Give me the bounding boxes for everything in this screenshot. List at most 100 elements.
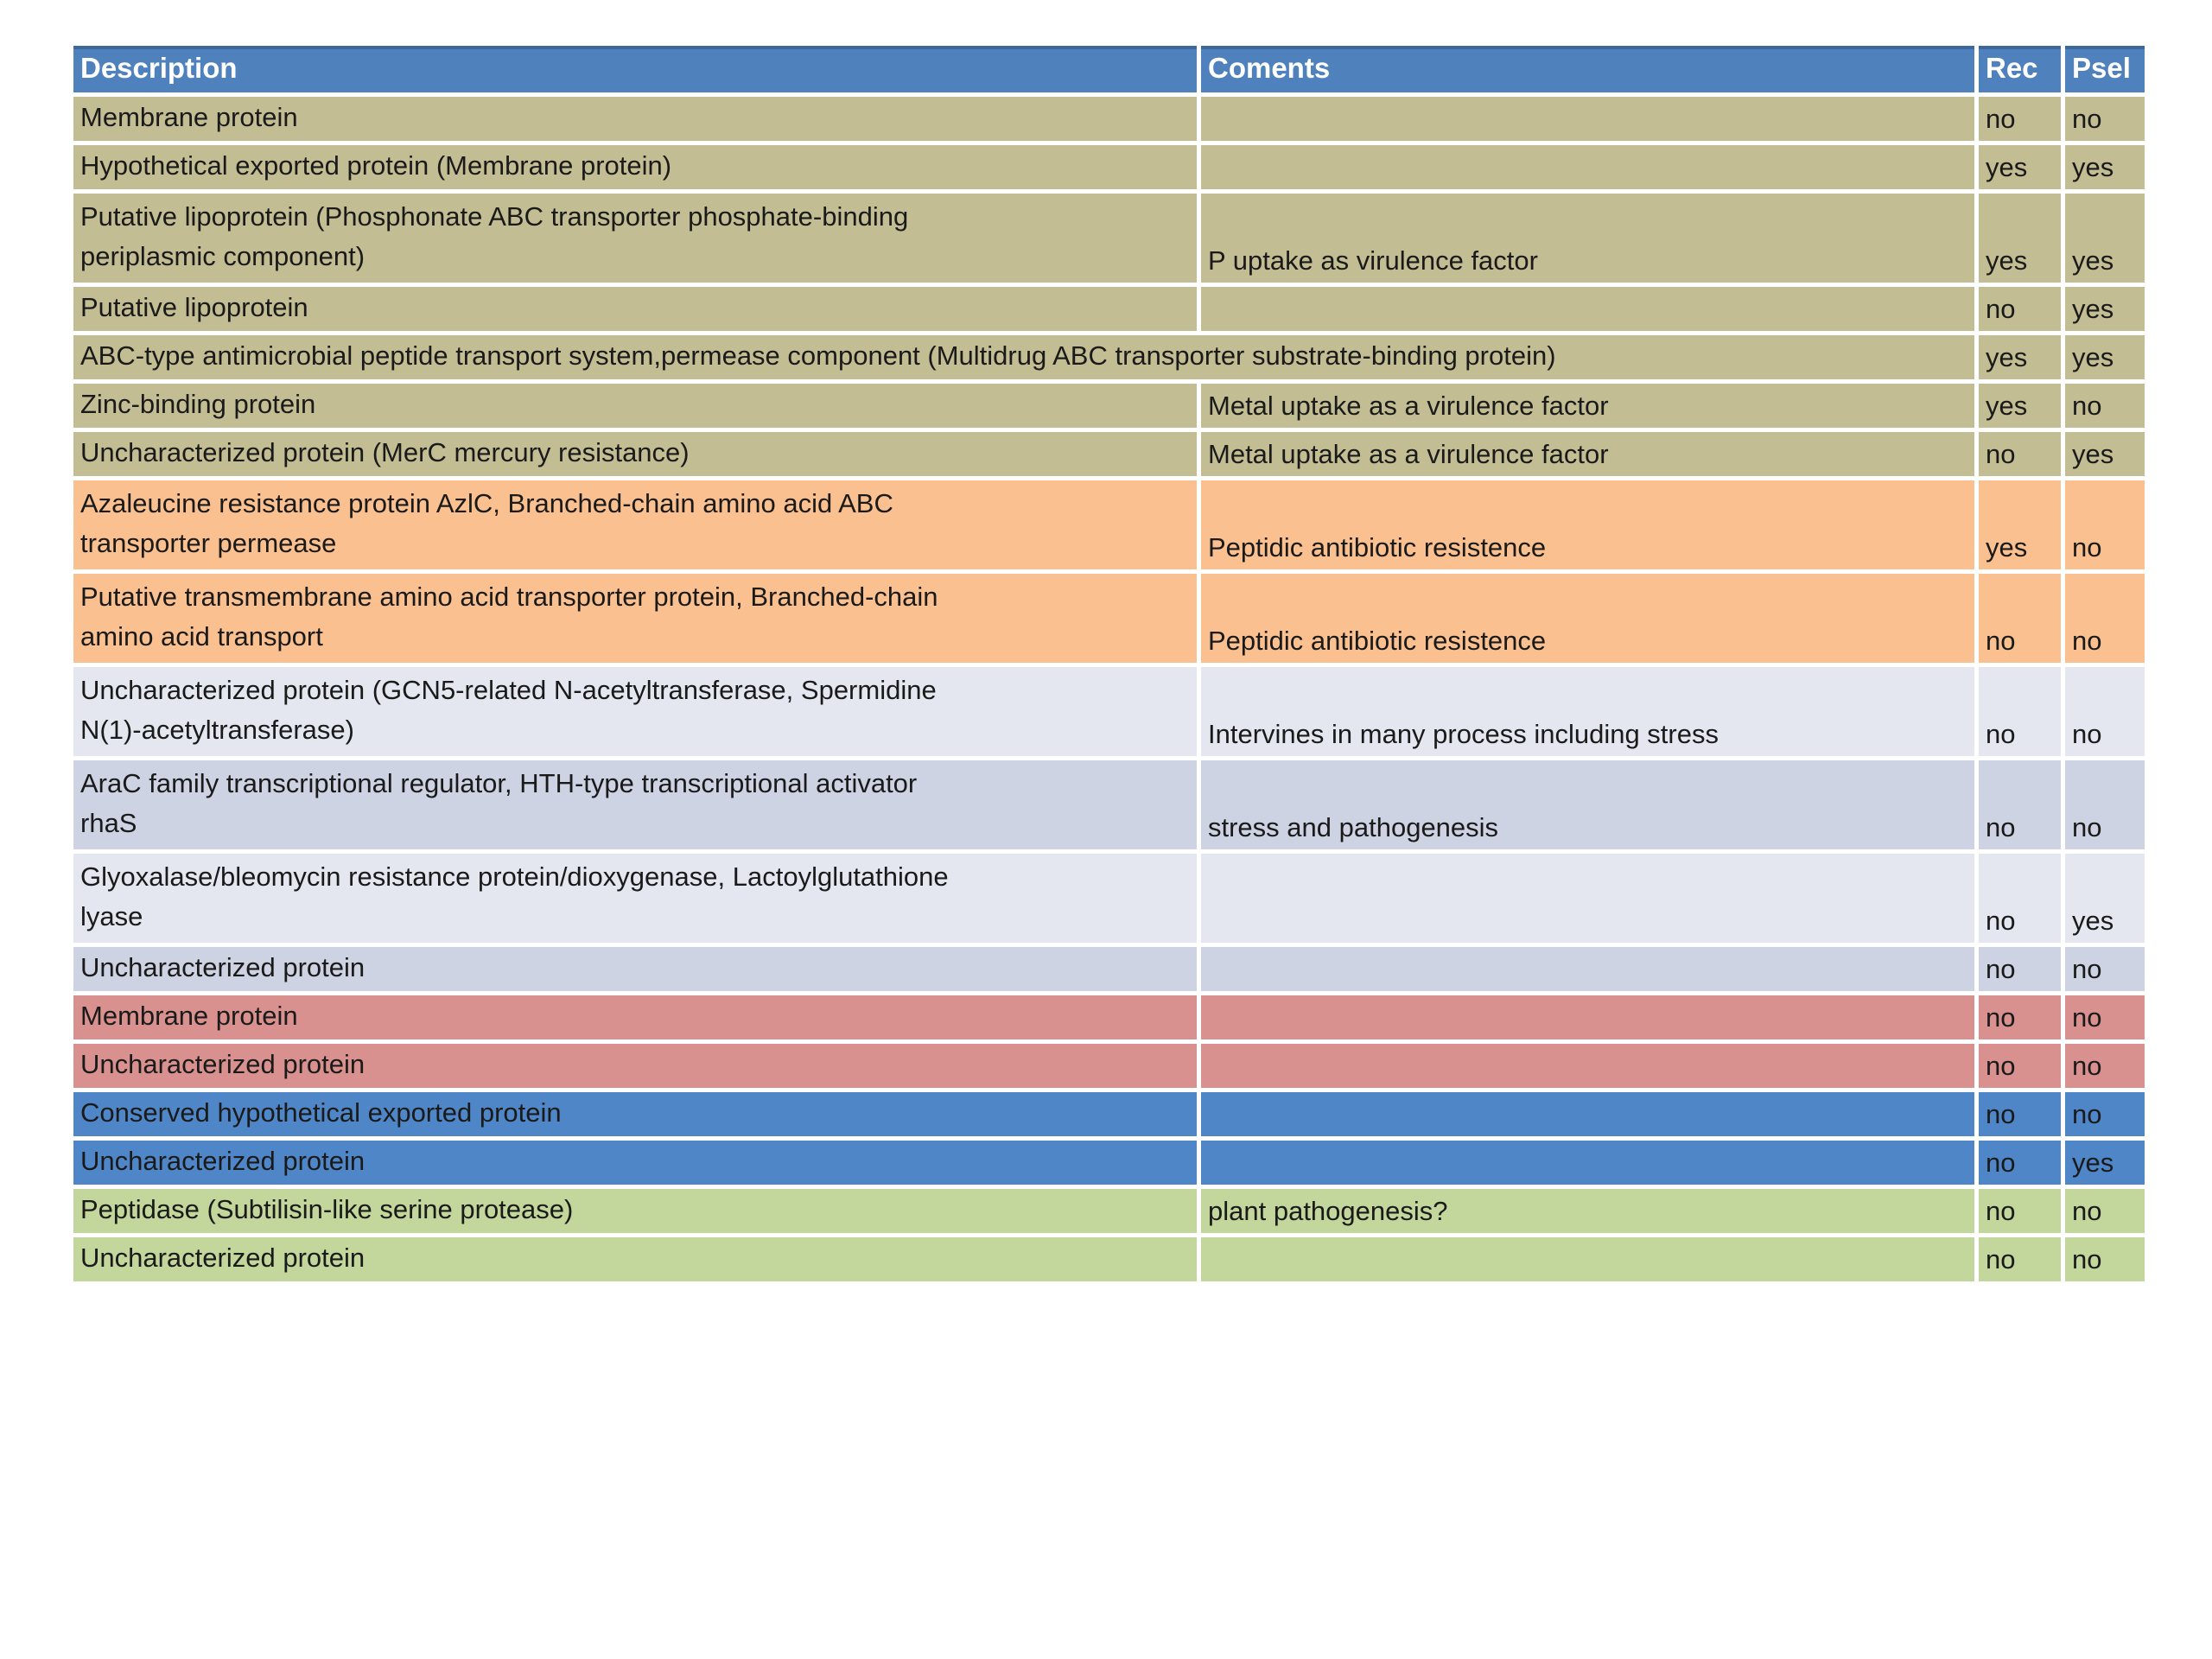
- psel-cell: no: [2065, 1237, 2145, 1281]
- comment-cell: [1201, 995, 1974, 1039]
- comment-cell: [1201, 854, 1974, 943]
- rec-cell: yes: [1979, 145, 2061, 189]
- rec-cell: no: [1979, 1092, 2061, 1136]
- psel-cell: yes: [2065, 287, 2145, 331]
- description-cell: Azaleucine resistance protein AzlC, Bran…: [73, 480, 1197, 569]
- rec-cell: yes: [1979, 194, 2061, 283]
- rec-cell: yes: [1979, 384, 2061, 428]
- rec-cell: no: [1979, 947, 2061, 991]
- table-row: Putative transmembrane amino acid transp…: [73, 574, 2145, 663]
- psel-cell: yes: [2065, 335, 2145, 379]
- description-cell: Uncharacterized protein (MerC mercury re…: [73, 432, 1197, 476]
- rec-cell: no: [1979, 1141, 2061, 1185]
- rec-cell: no: [1979, 667, 2061, 756]
- rec-cell: no: [1979, 432, 2061, 476]
- comment-cell: Peptidic antibiotic resistence: [1201, 480, 1974, 569]
- psel-cell: yes: [2065, 432, 2145, 476]
- description-cell: Hypothetical exported protein (Membrane …: [73, 145, 1197, 189]
- psel-cell: no: [2065, 574, 2145, 663]
- column-header-rec: Rec: [1979, 46, 2061, 92]
- comment-cell: [1201, 1237, 1974, 1281]
- comment-cell: Metal uptake as a virulence factor: [1201, 384, 1974, 428]
- psel-cell: no: [2065, 667, 2145, 756]
- rec-cell: no: [1979, 1237, 2061, 1281]
- description-cell: Putative transmembrane amino acid transp…: [73, 574, 1197, 663]
- rec-cell: no: [1979, 1189, 2061, 1233]
- psel-cell: yes: [2065, 194, 2145, 283]
- table-row: Peptidase (Subtilisin-like serine protea…: [73, 1189, 2145, 1233]
- comment-cell: Intervines in many process including str…: [1201, 667, 1974, 756]
- psel-cell: no: [2065, 947, 2145, 991]
- table-row: Uncharacterized protein (MerC mercury re…: [73, 432, 2145, 476]
- column-header-description: Description: [73, 46, 1197, 92]
- description-cell: Zinc-binding protein: [73, 384, 1197, 428]
- column-header-comments: Coments: [1201, 46, 1974, 92]
- description-cell: Conserved hypothetical exported protein: [73, 1092, 1197, 1136]
- description-cell: Putative lipoprotein (Phosphonate ABC tr…: [73, 194, 1197, 283]
- psel-cell: yes: [2065, 1141, 2145, 1185]
- psel-cell: no: [2065, 995, 2145, 1039]
- comment-cell: [1201, 1141, 1974, 1185]
- table-row: ABC-type antimicrobial peptide transport…: [73, 335, 2145, 379]
- comment-cell: plant pathogenesis?: [1201, 1189, 1974, 1233]
- table-row: Putative lipoprotein no yes: [73, 287, 2145, 331]
- rec-cell: no: [1979, 97, 2061, 141]
- table-row: Zinc-binding protein Metal uptake as a v…: [73, 384, 2145, 428]
- table-row: AraC family transcriptional regulator, H…: [73, 760, 2145, 849]
- rec-cell: no: [1979, 287, 2061, 331]
- rec-cell: no: [1979, 1044, 2061, 1088]
- table-row: Membrane protein no no: [73, 97, 2145, 141]
- psel-cell: no: [2065, 760, 2145, 849]
- table-row: Uncharacterized protein (GCN5-related N-…: [73, 667, 2145, 756]
- header-row: Description Coments Rec Psel: [73, 46, 2145, 92]
- comment-cell: Peptidic antibiotic resistence: [1201, 574, 1974, 663]
- description-cell: AraC family transcriptional regulator, H…: [73, 760, 1197, 849]
- rec-cell: no: [1979, 574, 2061, 663]
- rec-cell: no: [1979, 854, 2061, 943]
- description-cell: Uncharacterized protein: [73, 1237, 1197, 1281]
- description-cell: Membrane protein: [73, 995, 1197, 1039]
- table-row: Uncharacterized protein no yes: [73, 1141, 2145, 1185]
- comment-cell: [1201, 947, 1974, 991]
- description-cell: Glyoxalase/bleomycin resistance protein/…: [73, 854, 1197, 943]
- table-row: Membrane protein no no: [73, 995, 2145, 1039]
- table-row: Uncharacterized protein no no: [73, 947, 2145, 991]
- description-cell: Uncharacterized protein (GCN5-related N-…: [73, 667, 1197, 756]
- comment-cell: [1201, 1092, 1974, 1136]
- comment-cell: P uptake as virulence factor: [1201, 194, 1974, 283]
- table-row: Putative lipoprotein (Phosphonate ABC tr…: [73, 194, 2145, 283]
- table-row: Glyoxalase/bleomycin resistance protein/…: [73, 854, 2145, 943]
- rec-cell: no: [1979, 760, 2061, 849]
- rec-cell: no: [1979, 995, 2061, 1039]
- table-row: Hypothetical exported protein (Membrane …: [73, 145, 2145, 189]
- table-row: Uncharacterized protein no no: [73, 1044, 2145, 1088]
- psel-cell: no: [2065, 97, 2145, 141]
- psel-cell: yes: [2065, 145, 2145, 189]
- table-row: Conserved hypothetical exported protein …: [73, 1092, 2145, 1136]
- comment-cell: [1201, 1044, 1974, 1088]
- description-cell: Uncharacterized protein: [73, 1044, 1197, 1088]
- comment-cell: stress and pathogenesis: [1201, 760, 1974, 849]
- table-row: Azaleucine resistance protein AzlC, Bran…: [73, 480, 2145, 569]
- description-cell: Putative lipoprotein: [73, 287, 1197, 331]
- description-cell: Peptidase (Subtilisin-like serine protea…: [73, 1189, 1197, 1233]
- table-row: Uncharacterized protein no no: [73, 1237, 2145, 1281]
- psel-cell: no: [2065, 1092, 2145, 1136]
- description-cell: Uncharacterized protein: [73, 1141, 1197, 1185]
- rec-cell: yes: [1979, 335, 2061, 379]
- column-header-psel: Psel: [2065, 46, 2145, 92]
- description-cell: ABC-type antimicrobial peptide transport…: [73, 335, 1974, 379]
- protein-table-body: Membrane protein no no Hypothetical expo…: [73, 97, 2145, 1281]
- psel-cell: no: [2065, 1044, 2145, 1088]
- protein-table-header: Description Coments Rec Psel: [73, 46, 2145, 92]
- rec-cell: yes: [1979, 480, 2061, 569]
- comment-cell: [1201, 97, 1974, 141]
- description-cell: Uncharacterized protein: [73, 947, 1197, 991]
- description-cell: Membrane protein: [73, 97, 1197, 141]
- comment-cell: [1201, 287, 1974, 331]
- psel-cell: yes: [2065, 854, 2145, 943]
- psel-cell: no: [2065, 480, 2145, 569]
- psel-cell: no: [2065, 384, 2145, 428]
- comment-cell: Metal uptake as a virulence factor: [1201, 432, 1974, 476]
